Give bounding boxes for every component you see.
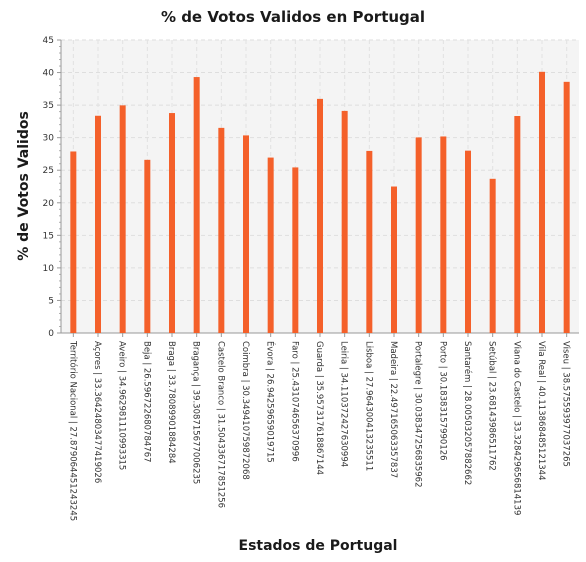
x-tick-label: Braga | 33.78089901884284: [166, 341, 176, 464]
x-tick-label: Açores | 33.36424803477419026: [92, 341, 102, 483]
bar: [119, 105, 126, 333]
bar: [539, 71, 545, 333]
chart-title: % de Votos Validos en Portugal: [161, 8, 425, 26]
x-tick-label: Lisboa | 27.964300413235511: [363, 341, 373, 471]
x-tick-label: Guarda | 35.957317618867144: [314, 341, 324, 475]
bar: [366, 150, 373, 333]
y-tick-label: 30: [43, 134, 55, 144]
x-tick-label: Aveiro | 34.962981110993315: [117, 341, 127, 470]
x-tick-label: Coimbra | 30.349410759872068: [240, 341, 250, 480]
x-tick-label: Viseu | 38.575593977037265: [561, 341, 571, 467]
bar: [95, 115, 101, 333]
y-tick-label: 35: [43, 101, 54, 111]
bar: [218, 127, 225, 333]
x-tick-label: Portalegre | 30.038347256835962: [413, 341, 423, 487]
bar: [267, 157, 274, 333]
x-tick-label: Faro | 25.431074656370996: [289, 341, 299, 462]
bar: [341, 110, 348, 334]
bar: [563, 81, 570, 334]
x-axis-label: Estados de Portugal: [239, 538, 398, 554]
bar: [292, 167, 299, 333]
bar: [465, 150, 471, 333]
x-tick-label: Porto | 30.18383157990126: [437, 341, 447, 461]
bar: [70, 151, 77, 333]
y-tick-label: 25: [43, 166, 54, 176]
y-tick-label: 15: [43, 231, 54, 241]
bar: [169, 113, 175, 333]
y-tick-label: 0: [48, 329, 54, 339]
x-tick-label: Leiria | 34.110372427630994: [339, 341, 349, 467]
x-tick-label: Bragança | 39.308715677006235: [191, 341, 201, 484]
x-tick-label: Vila Real | 40.113868485121344: [536, 341, 546, 481]
x-tick-label: Território Nacional | 27.879064451243245: [67, 340, 78, 521]
y-tick-label: 20: [43, 199, 55, 209]
bar: [440, 136, 447, 333]
x-tick-label: Beja | 26.596722680784767: [141, 341, 151, 463]
bar: [243, 135, 249, 333]
plot-area: 0 5 10 15 20 25 30 35 40 45 Território Nacional | …: [43, 36, 579, 521]
x-tick-label: Setúbal | 23.68143986511762: [487, 341, 497, 471]
y-tick-label: 10: [43, 264, 55, 274]
bar: [391, 186, 397, 333]
bar: [489, 178, 496, 333]
x-tick-label: Santarém | 28.005032057882662: [462, 341, 473, 485]
bar: [144, 159, 151, 333]
y-tick-label: 5: [48, 296, 54, 306]
bar: [514, 115, 521, 333]
x-tick-label: Évora | 26.94259659019715: [265, 341, 277, 463]
x-tick-label: Viana do Castelo | 33.328429656814139: [511, 341, 521, 515]
x-tick-label: Castelo Branco | 31.504336717851256: [215, 341, 225, 508]
bar: [415, 137, 422, 333]
y-axis-label: % de Votos Validos: [16, 111, 32, 261]
bar: [317, 98, 323, 334]
y-tick-label: 45: [43, 36, 54, 46]
y-tick-label: 40: [43, 69, 55, 79]
bar: [193, 77, 200, 334]
x-tick-label: Madeira | 22.497165063357837: [388, 341, 398, 478]
